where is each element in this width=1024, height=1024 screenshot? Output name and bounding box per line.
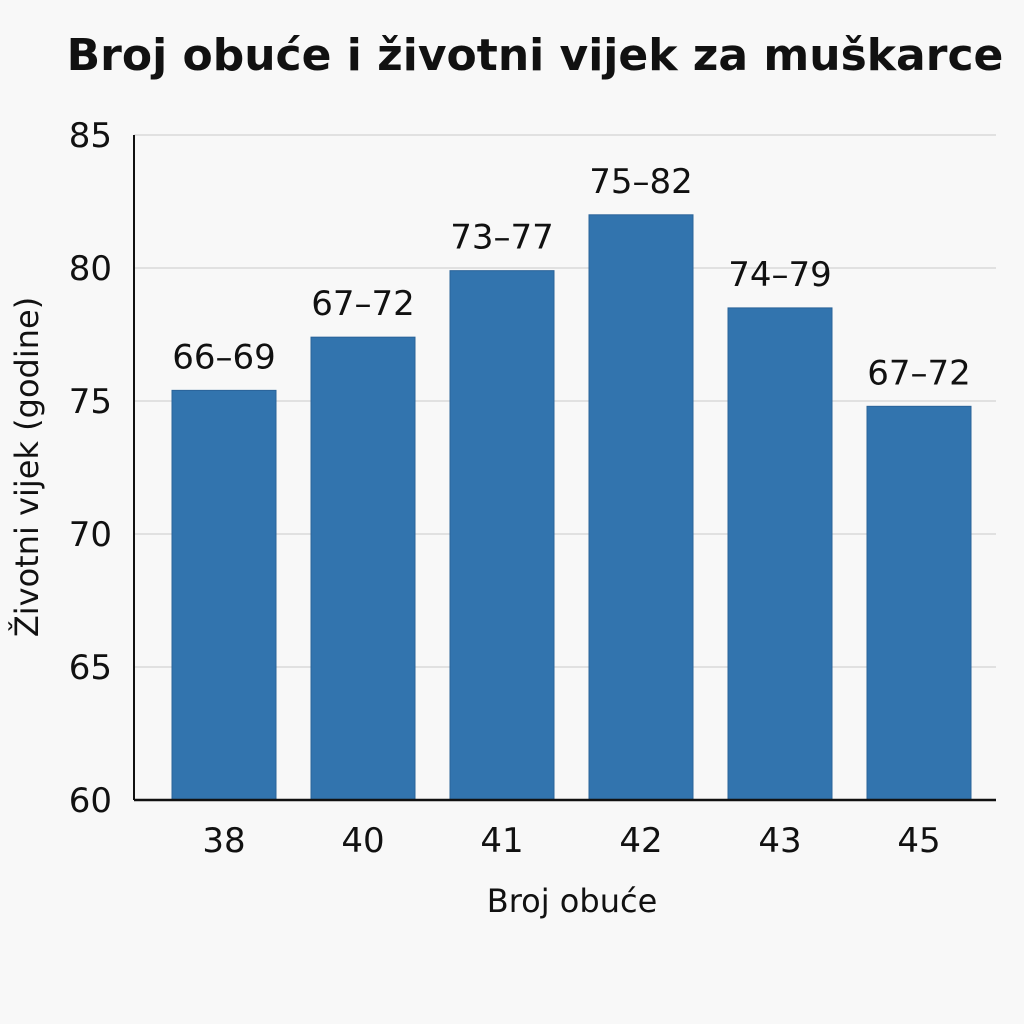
- x-tick-labels: 38 40 41 42 43 45: [202, 821, 940, 861]
- bar-40: [310, 336, 416, 801]
- y-tick-label: 80: [69, 249, 112, 289]
- bars: [171, 214, 972, 801]
- y-tick-label: 75: [69, 382, 112, 422]
- data-label-45: 67–72: [867, 353, 971, 393]
- x-tick-label-40: 40: [341, 821, 384, 861]
- y-tick-labels: 60 65 70 75 80 85: [69, 116, 112, 821]
- axes: [133, 135, 996, 802]
- bar-45: [866, 405, 972, 801]
- bar-43: [727, 307, 833, 801]
- y-axis-title: Životni vijek (godine): [8, 297, 46, 637]
- data-labels: 66–69 67–72 73–77 75–82 74–79 67–72: [172, 162, 971, 394]
- x-tick-label-41: 41: [480, 821, 523, 861]
- x-tick-label-43: 43: [758, 821, 801, 861]
- bar-38: [171, 389, 277, 801]
- bar-42: [588, 214, 694, 801]
- data-label-42: 75–82: [589, 162, 693, 202]
- y-tick-label: 65: [69, 648, 112, 688]
- y-tick-label: 60: [69, 781, 112, 821]
- gridlines: [134, 134, 996, 668]
- data-label-43: 74–79: [728, 255, 832, 295]
- data-label-41: 73–77: [450, 218, 554, 258]
- data-label-38: 66–69: [172, 337, 276, 377]
- chart-title: Broj obuće i životni vijek za muškarce: [66, 30, 1004, 81]
- bar-41: [449, 270, 555, 801]
- x-tick-label-42: 42: [619, 821, 662, 861]
- x-tick-label-38: 38: [202, 821, 245, 861]
- y-tick-label: 85: [69, 116, 112, 156]
- y-tick-label: 70: [69, 515, 112, 555]
- x-tick-label-45: 45: [897, 821, 940, 861]
- data-label-40: 67–72: [311, 284, 415, 324]
- x-axis-title: Broj obuće: [487, 882, 658, 920]
